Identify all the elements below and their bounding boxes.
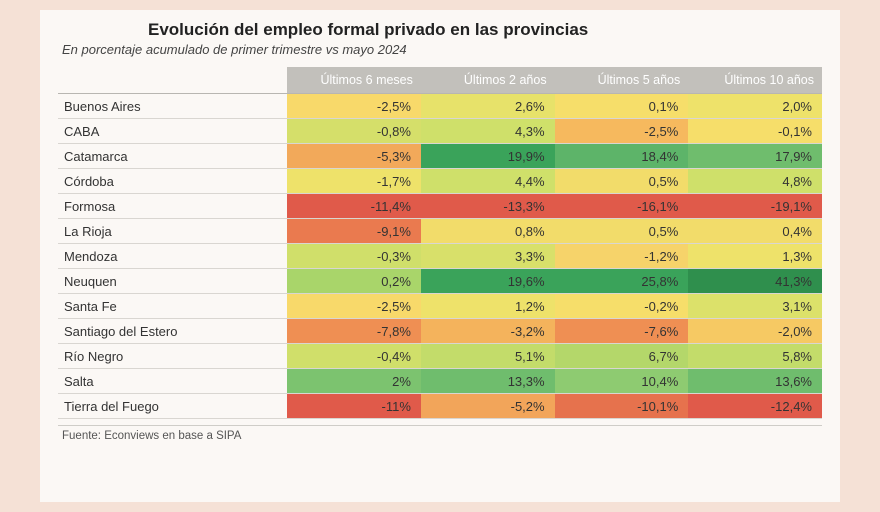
- value-cell: -2,0%: [688, 319, 822, 344]
- table-row: Mendoza-0,3%3,3%-1,2%1,3%: [58, 244, 822, 269]
- table-row: La Rioja-9,1%0,8%0,5%0,4%: [58, 219, 822, 244]
- value-cell: -11,4%: [287, 194, 421, 219]
- value-cell: 3,3%: [421, 244, 555, 269]
- column-header: Últimos 10 años: [688, 67, 822, 94]
- value-cell: 1,3%: [688, 244, 822, 269]
- value-cell: -2,5%: [287, 294, 421, 319]
- column-header: Últimos 2 años: [421, 67, 555, 94]
- province-name: Córdoba: [58, 169, 287, 194]
- value-cell: 4,8%: [688, 169, 822, 194]
- province-name: Formosa: [58, 194, 287, 219]
- subtitle: En porcentaje acumulado de primer trimes…: [58, 42, 822, 57]
- value-cell: 18,4%: [555, 144, 689, 169]
- title: Evolución del empleo formal privado en l…: [58, 20, 822, 40]
- value-cell: -13,3%: [421, 194, 555, 219]
- value-cell: 0,1%: [555, 94, 689, 119]
- table-row: Santiago del Estero-7,8%-3,2%-7,6%-2,0%: [58, 319, 822, 344]
- value-cell: 17,9%: [688, 144, 822, 169]
- province-name: Mendoza: [58, 244, 287, 269]
- value-cell: 13,3%: [421, 369, 555, 394]
- table-row: Buenos Aires-2,5%2,6%0,1%2,0%: [58, 94, 822, 119]
- province-name: La Rioja: [58, 219, 287, 244]
- table-row: CABA-0,8%4,3%-2,5%-0,1%: [58, 119, 822, 144]
- province-name: Neuquen: [58, 269, 287, 294]
- column-header: Últimos 6 meses: [287, 67, 421, 94]
- province-name: Río Negro: [58, 344, 287, 369]
- table-row: Salta2%13,3%10,4%13,6%: [58, 369, 822, 394]
- province-name: Buenos Aires: [58, 94, 287, 119]
- value-cell: -19,1%: [688, 194, 822, 219]
- column-header: Últimos 5 años: [555, 67, 689, 94]
- value-cell: 0,8%: [421, 219, 555, 244]
- value-cell: -1,7%: [287, 169, 421, 194]
- value-cell: 6,7%: [555, 344, 689, 369]
- value-cell: 4,4%: [421, 169, 555, 194]
- province-name: Santa Fe: [58, 294, 287, 319]
- table-row: Río Negro-0,4%5,1%6,7%5,8%: [58, 344, 822, 369]
- heatmap-table: Últimos 6 mesesÚltimos 2 añosÚltimos 5 a…: [58, 67, 822, 419]
- table-row: Tierra del Fuego-11%-5,2%-10,1%-12,4%: [58, 394, 822, 419]
- value-cell: 10,4%: [555, 369, 689, 394]
- value-cell: 1,2%: [421, 294, 555, 319]
- value-cell: -0,8%: [287, 119, 421, 144]
- value-cell: 0,4%: [688, 219, 822, 244]
- table-row: Formosa-11,4%-13,3%-16,1%-19,1%: [58, 194, 822, 219]
- value-cell: 5,8%: [688, 344, 822, 369]
- value-cell: 19,6%: [421, 269, 555, 294]
- province-name: CABA: [58, 119, 287, 144]
- province-name: Santiago del Estero: [58, 319, 287, 344]
- value-cell: -2,5%: [555, 119, 689, 144]
- value-cell: -3,2%: [421, 319, 555, 344]
- value-cell: -7,6%: [555, 319, 689, 344]
- value-cell: -12,4%: [688, 394, 822, 419]
- value-cell: -1,2%: [555, 244, 689, 269]
- value-cell: -5,2%: [421, 394, 555, 419]
- value-cell: 0,5%: [555, 219, 689, 244]
- value-cell: -5,3%: [287, 144, 421, 169]
- province-name: Tierra del Fuego: [58, 394, 287, 419]
- value-cell: -10,1%: [555, 394, 689, 419]
- value-cell: 41,3%: [688, 269, 822, 294]
- value-cell: 4,3%: [421, 119, 555, 144]
- value-cell: -0,2%: [555, 294, 689, 319]
- value-cell: 0,2%: [287, 269, 421, 294]
- value-cell: -9,1%: [287, 219, 421, 244]
- table-row: Catamarca-5,3%19,9%18,4%17,9%: [58, 144, 822, 169]
- value-cell: 3,1%: [688, 294, 822, 319]
- table-row: Córdoba-1,7%4,4%0,5%4,8%: [58, 169, 822, 194]
- value-cell: -0,3%: [287, 244, 421, 269]
- column-header: [58, 67, 287, 94]
- value-cell: 0,5%: [555, 169, 689, 194]
- value-cell: -2,5%: [287, 94, 421, 119]
- table-panel: Evolución del empleo formal privado en l…: [40, 10, 840, 502]
- value-cell: -11%: [287, 394, 421, 419]
- value-cell: 2,6%: [421, 94, 555, 119]
- value-cell: 5,1%: [421, 344, 555, 369]
- value-cell: 2%: [287, 369, 421, 394]
- value-cell: 25,8%: [555, 269, 689, 294]
- value-cell: 19,9%: [421, 144, 555, 169]
- value-cell: 13,6%: [688, 369, 822, 394]
- value-cell: 2,0%: [688, 94, 822, 119]
- value-cell: -0,1%: [688, 119, 822, 144]
- value-cell: -0,4%: [287, 344, 421, 369]
- province-name: Catamarca: [58, 144, 287, 169]
- province-name: Salta: [58, 369, 287, 394]
- table-row: Neuquen0,2%19,6%25,8%41,3%: [58, 269, 822, 294]
- table-row: Santa Fe-2,5%1,2%-0,2%3,1%: [58, 294, 822, 319]
- value-cell: -16,1%: [555, 194, 689, 219]
- value-cell: -7,8%: [287, 319, 421, 344]
- source-footer: Fuente: Econviews en base a SIPA: [58, 425, 822, 442]
